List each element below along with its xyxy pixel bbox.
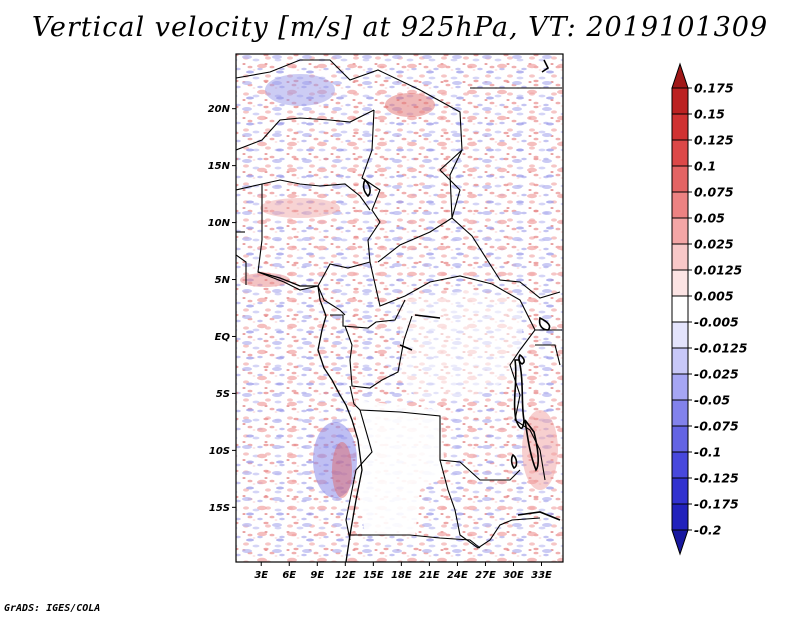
lat-tick-label: 5N [215, 275, 231, 286]
colorbar-segment [671, 217, 689, 245]
colorbar-segment [671, 113, 689, 141]
longitude-axis: 3E 6E 9E 12E 15E 18E 21E 24E 27E 30E 33E [254, 562, 552, 581]
velocity-field [236, 54, 563, 562]
colorbar-segment [671, 503, 689, 531]
colorbar-segment [671, 243, 689, 271]
colorbar-label: 0.125 [694, 133, 734, 148]
colorbar-max-arrow [671, 62, 689, 89]
lon-tick-label: 12E [335, 570, 356, 581]
colorbar-legend: 0.175 0.15 0.125 0.1 0.075 0.05 0.025 0.0125 0.0… [671, 62, 748, 556]
map-frame [235, 53, 564, 563]
colorbar-segment [671, 321, 689, 349]
colorbar-segment [671, 295, 689, 323]
colorbar-segment [671, 191, 689, 219]
colorbar-label: -0.1 [694, 445, 721, 460]
colorbar-label: -0.075 [694, 419, 739, 434]
lon-tick-label: 3E [254, 570, 268, 581]
lon-tick-label: 15E [363, 570, 384, 581]
colorbar-label: -0.05 [694, 393, 730, 408]
lat-tick-label: 20N [208, 104, 231, 115]
colorbar-segment [671, 347, 689, 375]
colorbar-label: 0.0125 [694, 263, 743, 278]
lat-tick-label: 15S [209, 503, 230, 514]
colorbar-label: -0.175 [694, 497, 739, 512]
colorbar-label: -0.125 [694, 471, 739, 486]
lon-tick-label: 18E [391, 570, 412, 581]
lat-tick-label: 5S [216, 389, 230, 400]
grads-credit: GrADS: IGES/COLA [4, 603, 101, 614]
colorbar-label: 0.1 [694, 159, 716, 174]
coastline [257, 271, 363, 562]
latitude-axis: 20N 15N 10N 5N EQ 5S 10S 15S [208, 104, 236, 514]
colorbar-segment [671, 269, 689, 297]
colorbar-label: 0.05 [694, 211, 725, 226]
colorbar-label: 0.025 [694, 237, 734, 252]
lat-tick-label: 10S [209, 446, 230, 457]
lat-tick-label: 10N [208, 218, 231, 229]
lon-tick-label: 30E [503, 570, 524, 581]
lat-tick-label: 15N [208, 161, 231, 172]
map-title: Vertical velocity [m/s] at 925hPa, VT: 2… [31, 12, 769, 43]
colorbar-label: 0.15 [694, 107, 725, 122]
colorbar-segment [671, 87, 689, 115]
colorbar-segment [671, 139, 689, 167]
colorbar-label: 0.005 [694, 289, 734, 304]
colorbar-segment [671, 425, 689, 453]
colorbar-segment [671, 399, 689, 427]
colorbar-segment [671, 477, 689, 505]
lake-outlines [362, 59, 561, 521]
lon-tick-label: 6E [282, 570, 296, 581]
lon-tick-label: 27E [475, 570, 496, 581]
colorbar-label: 0.175 [694, 81, 734, 96]
colorbar-label: 0.075 [694, 185, 734, 200]
lon-tick-label: 33E [531, 570, 552, 581]
colorbar-label: -0.2 [694, 523, 721, 538]
lon-tick-label: 9E [310, 570, 324, 581]
lat-tick-label: EQ [215, 332, 231, 343]
lon-tick-label: 21E [419, 570, 440, 581]
colorbar-label: -0.005 [694, 315, 739, 330]
colorbar-segment [671, 451, 689, 479]
colorbar-segment [671, 165, 689, 193]
lon-tick-label: 24E [447, 570, 468, 581]
colorbar-label: -0.0125 [694, 341, 748, 356]
colorbar-label: -0.025 [694, 367, 739, 382]
colorbar-segment [671, 373, 689, 401]
colorbar-min-arrow [671, 529, 689, 556]
